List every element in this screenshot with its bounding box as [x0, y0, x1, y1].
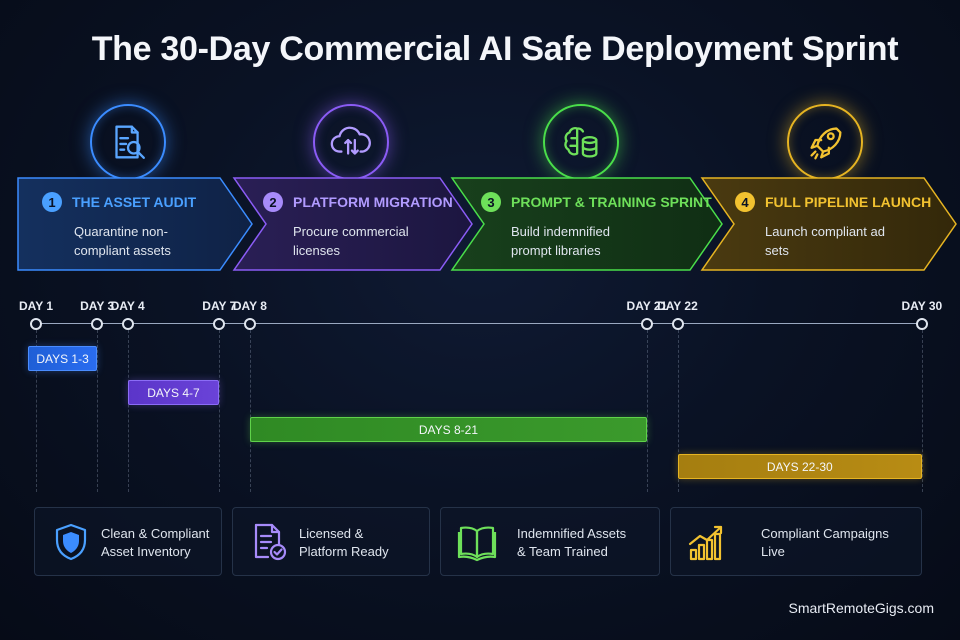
day-tick-marker [213, 318, 226, 330]
shield-icon [55, 523, 87, 561]
phase-4-number: 4 [735, 192, 755, 212]
phase-2: 2 PLATFORM MIGRATION Procure commercial … [263, 192, 453, 260]
phase-2-chevron [232, 177, 473, 271]
day-tick-label: DAY 30 [901, 299, 943, 313]
day-tick-marker [121, 318, 134, 330]
outcome-4-line2: Live [761, 544, 785, 559]
outcome-card-3: Indemnified Assets & Team Trained [440, 507, 660, 576]
day-gridline [219, 330, 221, 492]
phase-2-title: PLATFORM MIGRATION [293, 194, 453, 210]
phase-2-duration-bar: DAYS 4-7 [127, 380, 220, 405]
phase-1-chevron [17, 177, 253, 271]
day-tick-label: DAY 8 [232, 299, 267, 313]
outcome-card-2: Licensed & Platform Ready [232, 507, 430, 576]
phase-3-title: PROMPT & TRAINING SPRINT [511, 194, 712, 210]
phase-1-duration-bar: DAYS 1-3 [28, 346, 98, 371]
day-tick-label: DAY 21 [626, 299, 668, 313]
phase-3-desc: Build indemnified prompt libraries [511, 224, 611, 258]
day-gridline [249, 330, 251, 492]
outcome-2-line2: Platform Ready [299, 544, 389, 559]
outcome-1-line1: Clean & Compliant [101, 526, 210, 541]
open-book-icon [457, 526, 497, 562]
outcome-4-line1: Compliant Campaigns [761, 526, 889, 541]
phase-2-desc: Procure commercial licenses [293, 224, 409, 258]
day-tick-marker [91, 318, 104, 330]
day-tick-marker [243, 318, 256, 330]
day-gridline [677, 330, 679, 492]
phase-1: 1 THE ASSET AUDIT Quarantine non-complia… [42, 192, 214, 260]
phase-1-title: THE ASSET AUDIT [72, 194, 197, 210]
phase-3-duration-bar: DAYS 8-21 [249, 417, 648, 442]
day-tick-label: DAY 22 [657, 299, 698, 313]
outcome-1-line2: Asset Inventory [101, 544, 191, 559]
day-tick-label: DAY 3 [80, 299, 115, 313]
day-tick-marker [671, 318, 684, 330]
outcome-3-line2: & Team Trained [517, 544, 608, 559]
phase-2-number: 2 [263, 192, 283, 212]
phase-3: 3 PROMPT & TRAINING SPRINT Build indemni… [481, 192, 712, 260]
day-tick-label: DAY 7 [202, 299, 237, 313]
day-gridline [97, 330, 99, 492]
phase-4-desc: Launch compliant ad sets [765, 224, 885, 258]
phase-chevrons [17, 177, 957, 271]
outcome-3-line1: Indemnified Assets [517, 526, 627, 541]
phase-4-title: FULL PIPELINE LAUNCH [765, 194, 932, 210]
growth-chart-icon [688, 525, 723, 561]
phase-4: 4 FULL PIPELINE LAUNCH Launch compliant … [735, 192, 931, 260]
day-gridline [36, 330, 37, 492]
day-tick-marker [641, 318, 654, 330]
phase-3-chevron [450, 177, 723, 271]
footer-brand: SmartRemoteGigs.com [788, 600, 934, 616]
document-check-icon [254, 523, 287, 561]
day-tick-label: DAY 1 [19, 299, 54, 313]
day-tick-marker [916, 318, 928, 330]
phase-4-chevron [700, 177, 957, 271]
day-gridline [922, 330, 923, 492]
day-tick-marker [30, 318, 42, 330]
page-title: The 30-Day Commercial AI Safe Deployment… [91, 30, 899, 68]
phase-3-number: 3 [481, 192, 501, 212]
day-gridline [647, 330, 649, 492]
day-gridline [127, 330, 129, 492]
outcome-card-4: Compliant Campaigns Live [670, 507, 922, 576]
day-tick-label: DAY 4 [110, 299, 145, 313]
phase-1-desc: Quarantine non-compliant assets [74, 224, 171, 258]
phase-4-duration-bar: DAYS 22-30 [677, 454, 922, 479]
phase-1-number: 1 [42, 192, 62, 212]
outcome-card-1: Clean & Compliant Asset Inventory [34, 507, 222, 576]
timeline-axis-line [36, 323, 922, 324]
outcome-2-line1: Licensed & [299, 526, 364, 541]
